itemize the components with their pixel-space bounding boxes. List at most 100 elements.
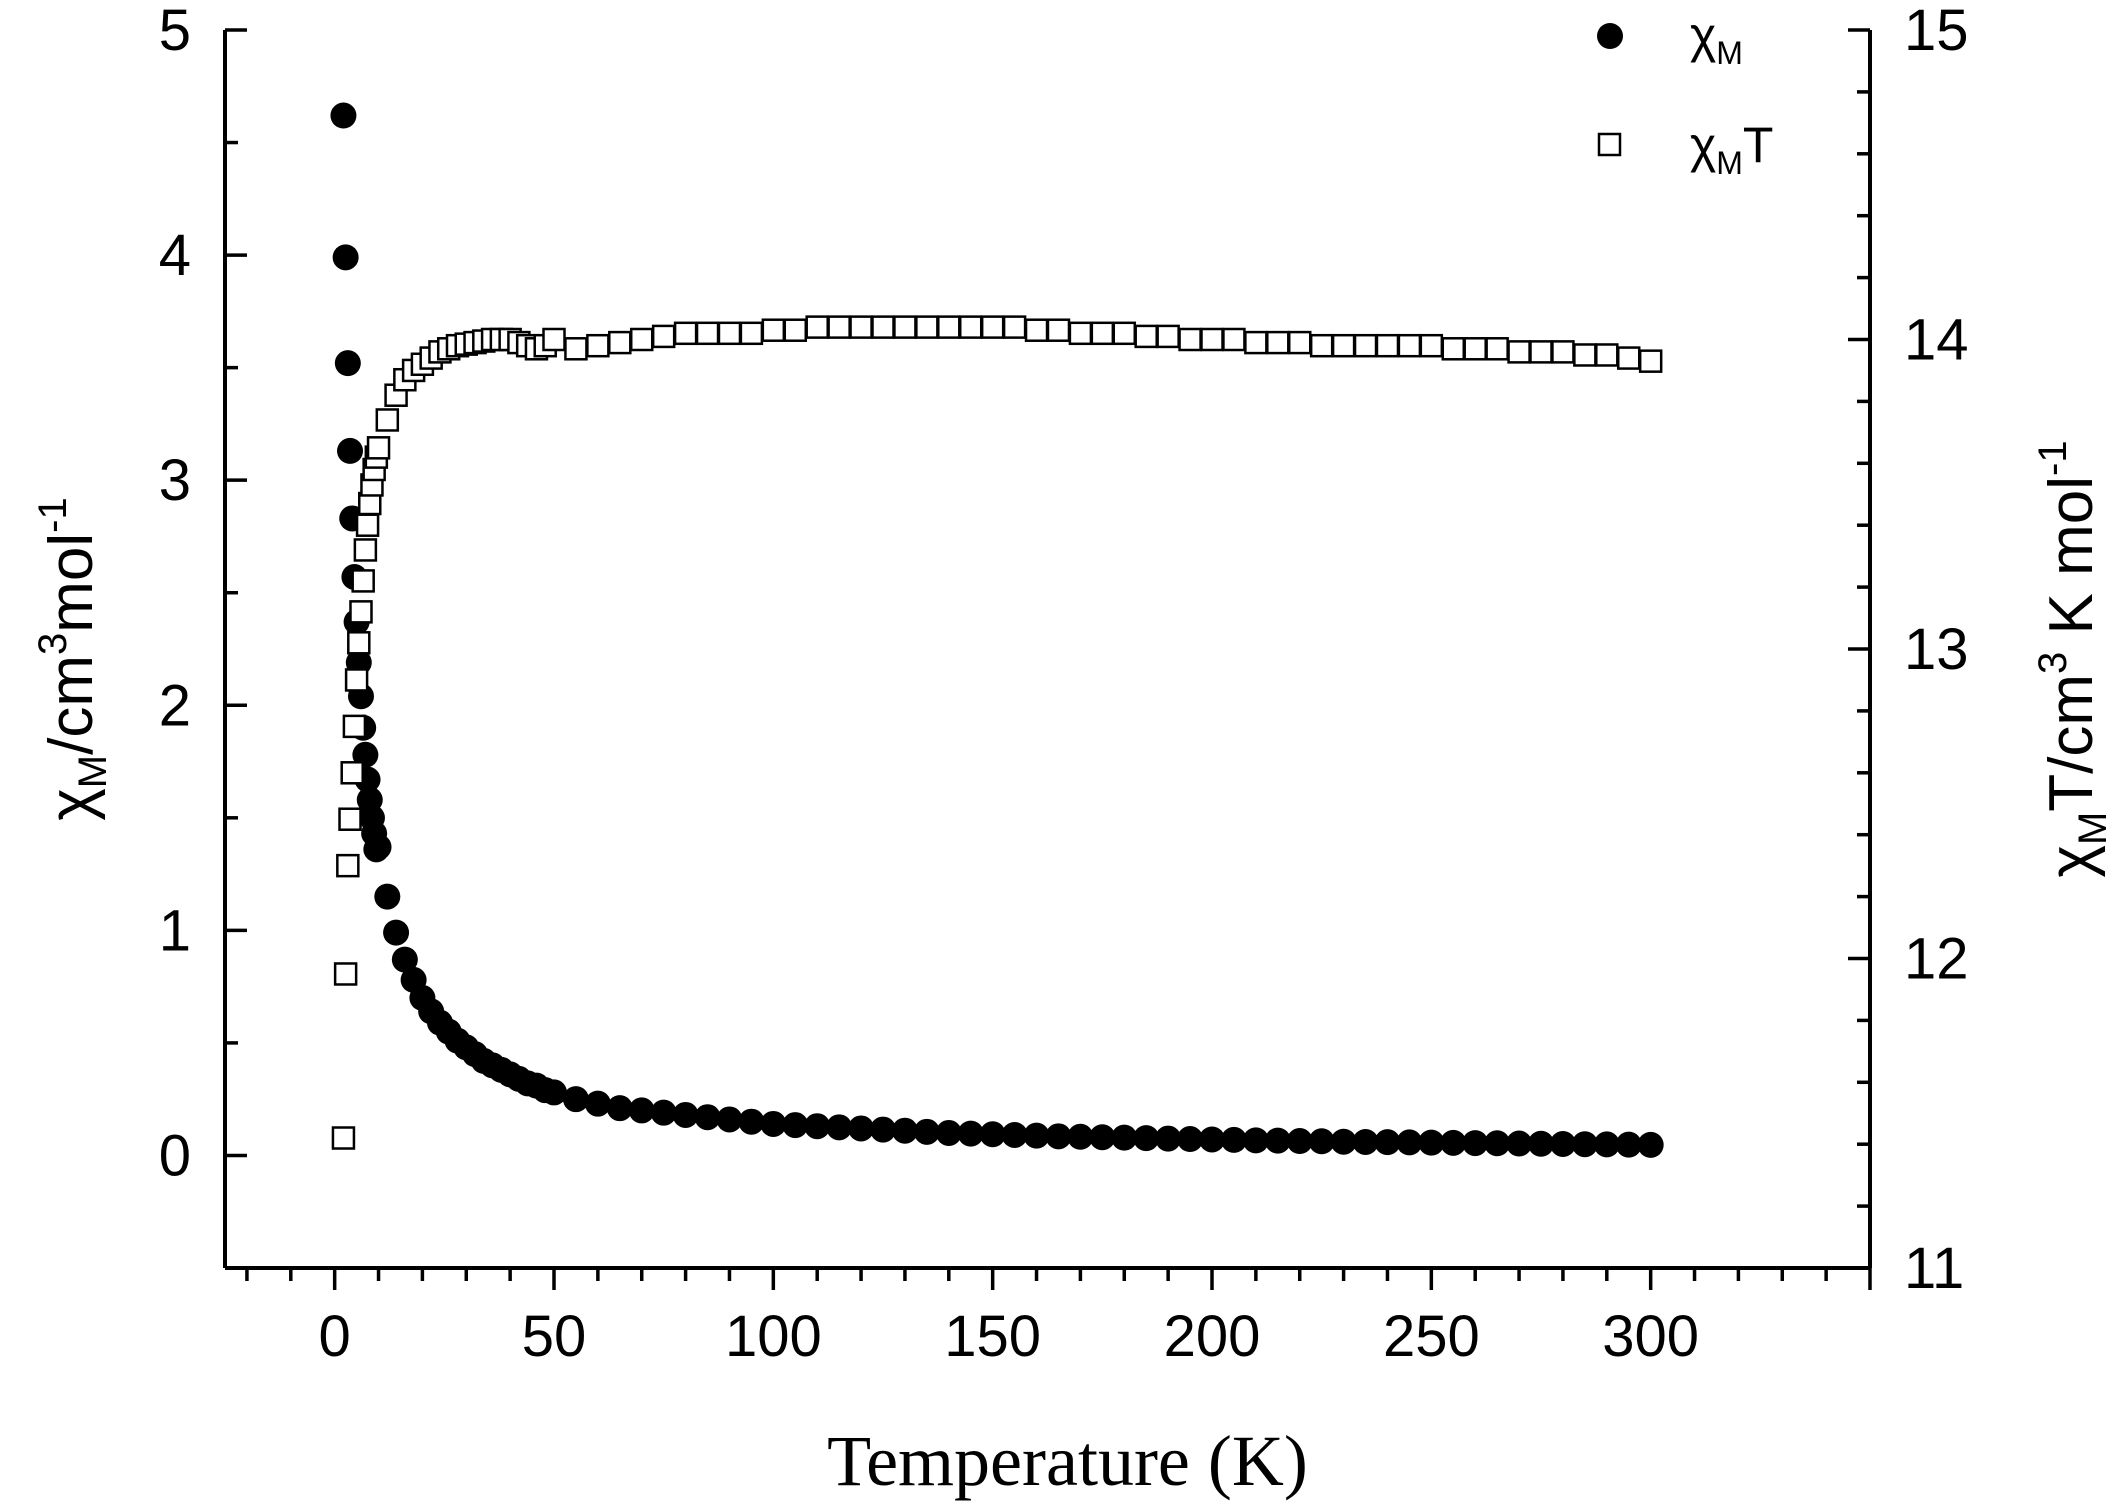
chi-m-point <box>1177 1126 1204 1153</box>
chi-m-t-point <box>1573 343 1597 367</box>
y-left-tick-label: 4 <box>159 223 191 288</box>
chi-m-point <box>1637 1131 1664 1158</box>
chi-m-point <box>1199 1126 1225 1153</box>
chi-m-point <box>1286 1128 1313 1155</box>
chi-m-point <box>848 1115 875 1142</box>
chi-m-point <box>1462 1130 1489 1157</box>
chi-m-point <box>541 1079 567 1106</box>
chi-m-t-point <box>351 569 375 593</box>
chi-m-point <box>1155 1125 1182 1152</box>
chi-m-t-point <box>608 330 632 355</box>
chi-m-point <box>1242 1127 1269 1154</box>
chi-m-point <box>760 1110 787 1137</box>
chi-m-t-point <box>333 962 358 986</box>
x-tick-label: 100 <box>725 1304 822 1369</box>
x-tick-label: 250 <box>1383 1304 1480 1369</box>
chi-m-t-point <box>336 853 360 878</box>
chi-m-t-point <box>353 538 378 562</box>
chi-m-point <box>1089 1124 1116 1151</box>
y-left-tick-label: 3 <box>159 448 191 513</box>
chi-m-point <box>562 1086 589 1113</box>
chi-m-t-point <box>761 318 786 342</box>
chi-m-t-point <box>1397 333 1422 358</box>
chi-m-t-point <box>1200 327 1224 352</box>
chi-m-t-point <box>958 315 983 339</box>
chi-m-t-point <box>783 318 808 342</box>
y-left-tick-label: 5 <box>159 0 191 63</box>
chi-m-point <box>1440 1129 1467 1156</box>
x-tick-label: 200 <box>1164 1304 1261 1369</box>
chi-m-t-point <box>564 337 588 361</box>
chi-m-t-point <box>1046 318 1071 342</box>
chi-m-point <box>1220 1126 1247 1153</box>
x-axis-title: Temperature (K) <box>827 1421 1308 1501</box>
legend-chi-m-t-marker <box>1597 132 1622 157</box>
chi-m-t-point <box>1529 340 1553 364</box>
chi-m-t-point <box>342 714 367 739</box>
chi-m-t-point <box>695 321 720 346</box>
chi-m-t-point <box>375 408 400 432</box>
chi-m-t-point <box>586 333 610 358</box>
y-right-axis-title: χMT/cm3 K mol-1 <box>2031 440 2115 877</box>
chi-m-point <box>1352 1128 1379 1155</box>
chi-m-t-point <box>629 327 654 352</box>
chi-m-t-point <box>827 315 851 339</box>
chi-m-point <box>694 1104 721 1131</box>
chi-m-point <box>332 244 359 271</box>
chi-m-t-point <box>344 668 369 692</box>
chi-m-t-point <box>805 315 829 339</box>
chi-m-point <box>1001 1121 1028 1148</box>
chi-m-point <box>1528 1130 1554 1157</box>
chi-m-t-point <box>1638 349 1663 373</box>
chi-m-point <box>1506 1130 1533 1157</box>
chi-m-t-point <box>1419 333 1444 358</box>
chi-m-t-point <box>980 315 1005 339</box>
chi-m-point <box>672 1101 699 1128</box>
chi-m-t-point <box>366 436 391 460</box>
chi-m-t-point <box>651 324 676 349</box>
chi-m-t-point <box>338 807 362 831</box>
chi-m-t-point <box>355 513 380 537</box>
chi-m-t-point <box>1222 327 1246 352</box>
chi-m-point <box>1067 1123 1094 1150</box>
chi-m-t-point <box>1595 343 1619 367</box>
x-tick-label: 150 <box>944 1304 1041 1369</box>
chi-m-t-point <box>1068 321 1093 346</box>
chi-m-t-point <box>739 321 764 346</box>
chi-m-t-point <box>1134 324 1158 349</box>
legend-chi-m-marker <box>1597 23 1623 49</box>
axes-layer <box>223 28 1872 1290</box>
legend-chi-m-label: χM <box>1690 7 1743 71</box>
chi-m-point <box>738 1108 765 1135</box>
legend-chi-m-t-label: χMT <box>1690 117 1773 181</box>
chi-m-point <box>330 102 357 129</box>
y-right-axis-title-group: χMT/cm3 K mol-1 <box>2031 440 2115 877</box>
chi-m-t-point <box>893 315 917 339</box>
chi-m-point <box>606 1095 633 1122</box>
chi-m-point <box>1111 1124 1138 1151</box>
chi-m-t-point <box>1616 346 1641 370</box>
chi-m-t-point <box>1485 337 1509 361</box>
y-right-tick-label: 11 <box>1904 1236 1964 1301</box>
chi-m-point <box>650 1099 677 1126</box>
chi-m-t-point <box>1002 315 1027 339</box>
chi-m-point <box>1133 1125 1160 1152</box>
chi-m-t-point <box>1353 333 1378 358</box>
chi-m-point <box>374 883 401 910</box>
y-left-tick-label: 1 <box>159 898 191 963</box>
chi-m-t-point <box>1331 333 1356 358</box>
chi-m-point <box>1330 1128 1357 1155</box>
y-right-tick-label: 12 <box>1904 927 1969 992</box>
chi-m-t-point <box>717 321 742 346</box>
chi-m-point <box>334 350 361 377</box>
chi-m-t-point <box>849 315 873 339</box>
chi-m-t-point <box>331 1126 356 1150</box>
chi-m-t-point <box>1551 340 1575 364</box>
chi-m-point <box>1045 1123 1072 1150</box>
chi-m-point <box>891 1117 918 1144</box>
y-right-tick-label: 13 <box>1904 617 1969 682</box>
y-right-tick-label: 15 <box>1904 0 1969 63</box>
chi-m-t-point <box>1112 321 1137 346</box>
chi-m-t-point <box>673 321 698 346</box>
